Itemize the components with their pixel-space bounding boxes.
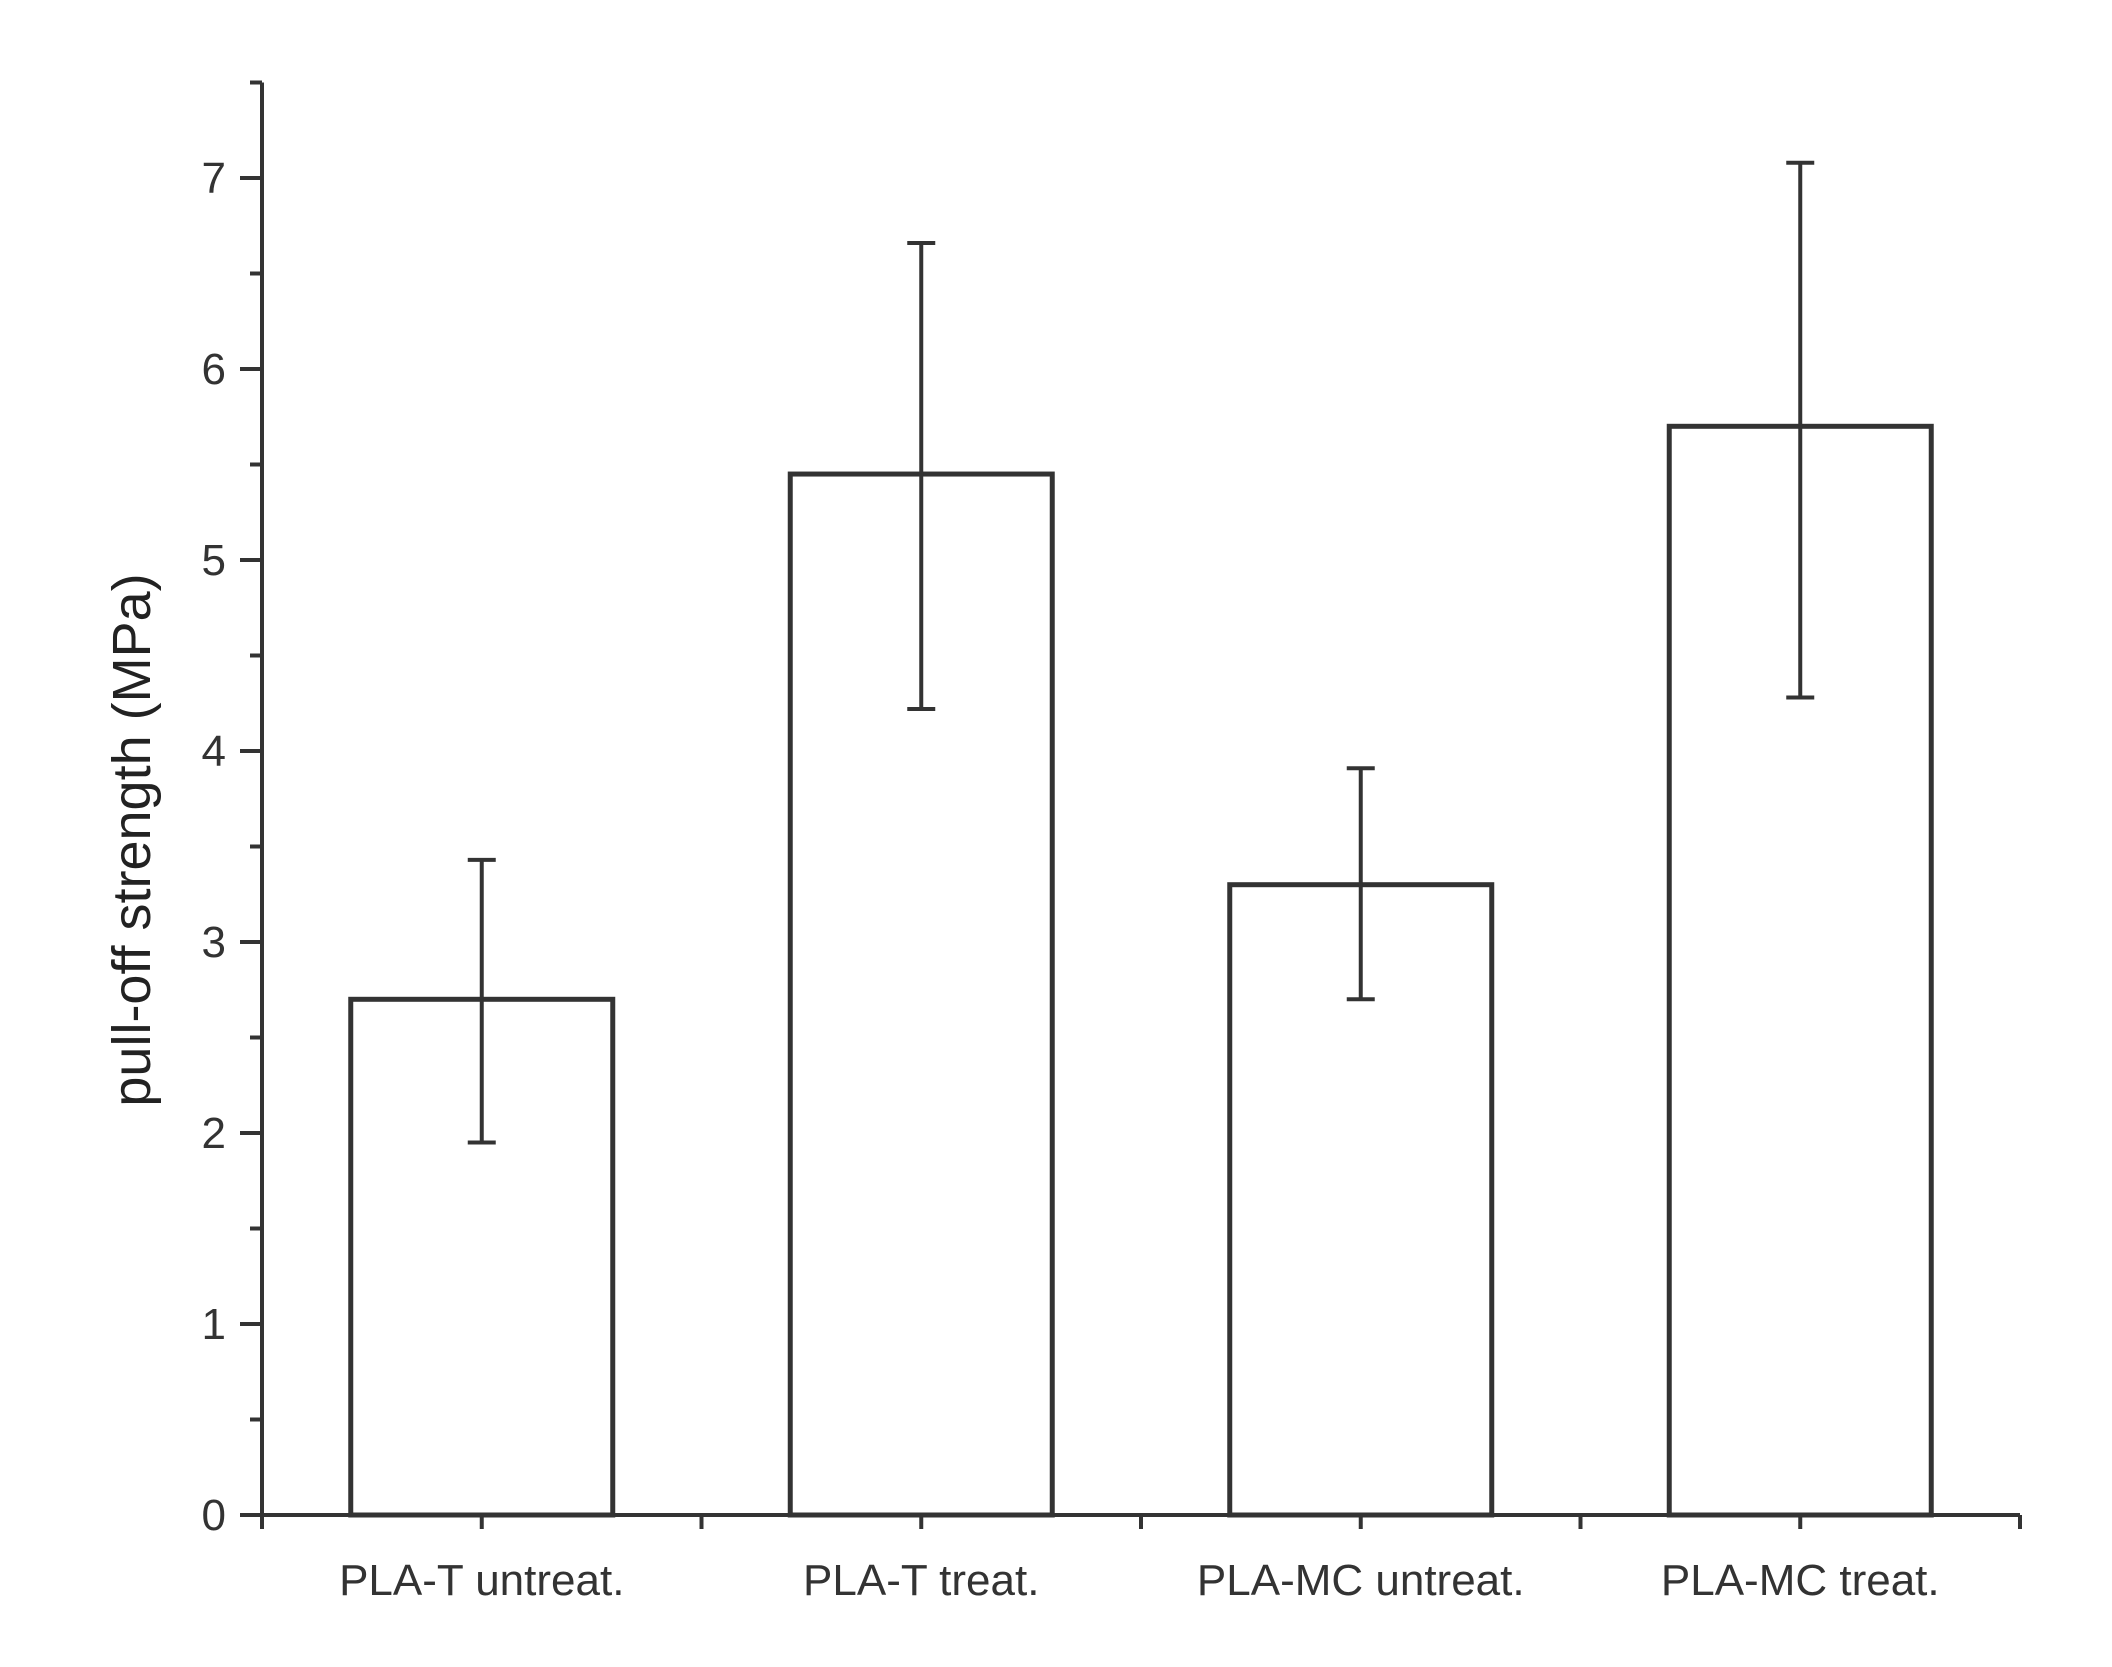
- y-tick-label-6: 6: [202, 345, 226, 394]
- y-tick-label-0: 0: [202, 1491, 226, 1540]
- x-tick-label-0: PLA-T untreat.: [339, 1556, 624, 1605]
- axes-group: [240, 80, 2022, 1529]
- y-tick-label-4: 4: [202, 727, 226, 776]
- y-tick-label-7: 7: [202, 154, 226, 203]
- bars-group: [348, 423, 1934, 1518]
- y-tick-label-3: 3: [202, 918, 226, 967]
- y-tick-label-1: 1: [202, 1300, 226, 1349]
- x-tick-label-1: PLA-T treat.: [803, 1556, 1039, 1605]
- y-axis-label: pull-off strength (MPa): [102, 573, 162, 1106]
- labels-group: PLA-T untreat. PLA-T treat. PLA-MC untreat…: [202, 154, 1940, 1605]
- error-bars-group: [467, 160, 1815, 1145]
- x-tick-label-2: PLA-MC untreat.: [1197, 1556, 1525, 1605]
- y-tick-label-5: 5: [202, 536, 226, 585]
- x-tick-label-3: PLA-MC treat.: [1661, 1556, 1940, 1605]
- y-tick-label-2: 2: [202, 1109, 226, 1158]
